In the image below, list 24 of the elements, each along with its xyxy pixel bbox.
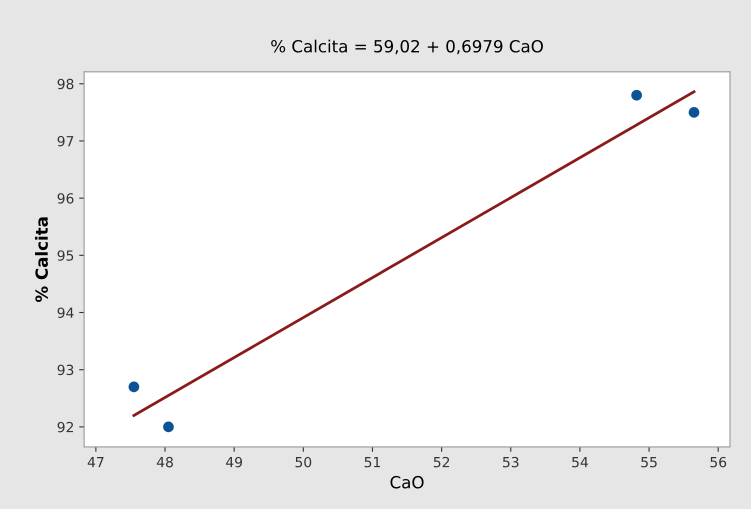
x-tick-label: 54 bbox=[572, 457, 588, 468]
y-tick-label: 96 bbox=[58, 193, 74, 204]
y-axis-title: % Calcita bbox=[35, 217, 48, 302]
x-tick-label: 56 bbox=[710, 456, 726, 468]
y-tick-label: 92 bbox=[58, 422, 73, 432]
y-tick-label: 97 bbox=[58, 136, 74, 146]
point bbox=[128, 382, 140, 392]
x-tick-label: 47 bbox=[88, 457, 104, 468]
y-tick-label: 94 bbox=[58, 307, 74, 318]
point bbox=[688, 107, 700, 118]
x-axis-title: CaO bbox=[390, 476, 424, 489]
x-tick-label: 51 bbox=[364, 457, 380, 468]
point bbox=[631, 90, 642, 101]
x-tick-label: 50 bbox=[296, 456, 312, 468]
point bbox=[163, 422, 174, 432]
x-tick-label: 55 bbox=[641, 457, 657, 468]
x-tick-label: 53 bbox=[503, 456, 518, 468]
chart-title: % Calcita = 59,02 + 0,6979 CaO bbox=[271, 40, 543, 54]
x-tick-label: 52 bbox=[434, 456, 450, 468]
y-tick-label: 93 bbox=[58, 364, 74, 376]
y-tick-label: 95 bbox=[58, 250, 74, 261]
x-tick-label: 49 bbox=[226, 456, 242, 468]
y-tick-label: 98 bbox=[58, 78, 74, 90]
x-tick-label: 48 bbox=[156, 456, 173, 468]
